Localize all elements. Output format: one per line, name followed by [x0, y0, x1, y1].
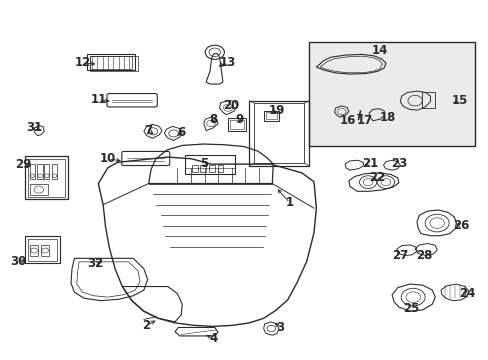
- Text: 2: 2: [142, 319, 150, 332]
- Bar: [191, 165, 197, 171]
- Bar: [265, 112, 277, 119]
- Bar: [230, 120, 243, 129]
- Bar: [421, 92, 434, 108]
- Bar: [30, 184, 48, 195]
- Bar: [208, 165, 214, 171]
- Text: 8: 8: [209, 113, 217, 126]
- Text: 20: 20: [223, 99, 239, 112]
- Text: 15: 15: [451, 94, 468, 107]
- Bar: [263, 111, 279, 121]
- Bar: [90, 56, 138, 71]
- Text: 6: 6: [177, 126, 185, 139]
- Text: 22: 22: [369, 171, 385, 184]
- Text: 32: 32: [87, 257, 103, 270]
- Text: 25: 25: [402, 302, 419, 315]
- Text: 27: 27: [391, 249, 407, 262]
- Bar: [30, 165, 35, 179]
- Text: 18: 18: [379, 111, 396, 124]
- Text: 26: 26: [452, 219, 468, 231]
- Bar: [28, 239, 57, 261]
- Bar: [308, 42, 473, 147]
- Bar: [25, 237, 60, 263]
- Bar: [52, 165, 57, 179]
- Text: 28: 28: [415, 249, 431, 262]
- Text: 24: 24: [458, 287, 474, 300]
- Text: 19: 19: [268, 104, 285, 117]
- Bar: [217, 165, 223, 171]
- Text: 14: 14: [371, 44, 387, 57]
- Bar: [308, 42, 473, 147]
- Bar: [254, 103, 304, 163]
- Text: 4: 4: [209, 332, 217, 345]
- Text: 9: 9: [235, 113, 244, 126]
- Bar: [30, 245, 39, 256]
- Bar: [38, 165, 42, 179]
- Text: 29: 29: [15, 158, 31, 171]
- Bar: [249, 100, 308, 166]
- Text: 31: 31: [26, 121, 42, 134]
- Text: 1: 1: [285, 197, 293, 210]
- Bar: [184, 155, 234, 174]
- Text: 16: 16: [339, 114, 355, 127]
- Text: 23: 23: [390, 157, 406, 170]
- Text: 7: 7: [144, 124, 152, 137]
- Bar: [44, 165, 49, 179]
- Text: 11: 11: [90, 93, 106, 106]
- Bar: [28, 159, 65, 197]
- Text: 10: 10: [100, 152, 116, 165]
- Bar: [87, 54, 135, 70]
- Bar: [25, 156, 68, 199]
- Bar: [90, 56, 132, 68]
- Bar: [200, 165, 206, 171]
- Text: 30: 30: [10, 255, 26, 268]
- Text: 3: 3: [276, 321, 284, 334]
- Text: 12: 12: [74, 57, 90, 69]
- Text: 17: 17: [356, 114, 373, 127]
- Bar: [41, 245, 49, 256]
- Text: 21: 21: [361, 157, 377, 170]
- Text: 5: 5: [199, 157, 207, 170]
- Text: 13: 13: [219, 57, 235, 69]
- Bar: [227, 118, 245, 131]
